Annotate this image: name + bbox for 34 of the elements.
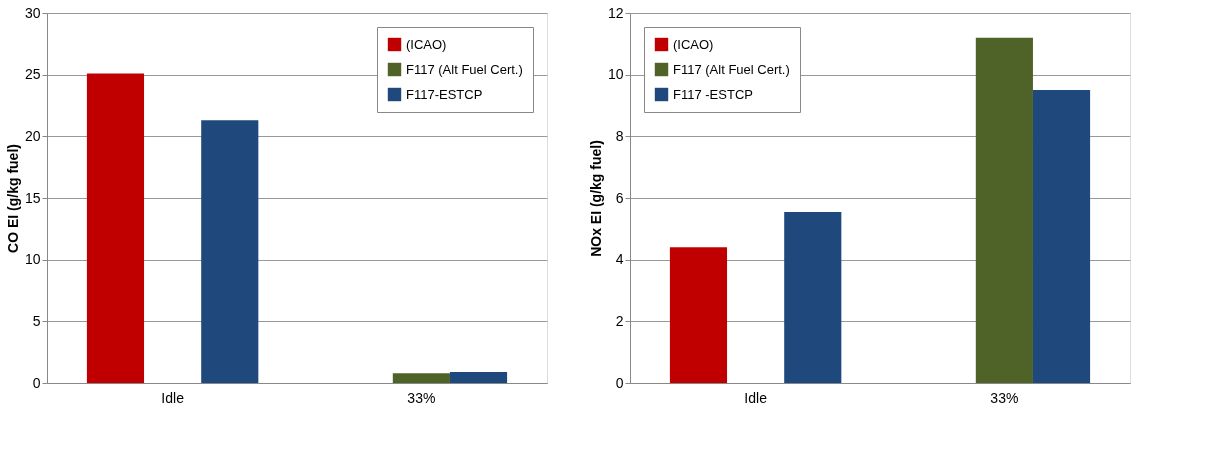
y-tick-label: 6 — [615, 189, 624, 206]
legend-label: F117-ESTCP — [406, 86, 483, 102]
y-tick-label: 15 — [24, 189, 41, 206]
y-tick-label: 5 — [32, 312, 41, 329]
legend-label: F117 (Alt Fuel Cert.) — [673, 61, 790, 77]
y-tick-label: 0 — [32, 374, 41, 391]
legend-label: (ICAO) — [406, 36, 447, 52]
legend-label: (ICAO) — [673, 36, 714, 52]
bar — [784, 211, 842, 383]
x-tick-label: Idle — [161, 389, 185, 406]
bar — [1032, 90, 1091, 383]
bar — [449, 371, 508, 383]
y-tick-label: 8 — [615, 127, 624, 144]
x-tick-label: 33% — [407, 389, 436, 406]
y-axis-title: NOx EI (g/kg fuel) — [587, 140, 604, 257]
bar — [201, 120, 259, 383]
y-tick-label: 25 — [24, 66, 41, 83]
y-tick-label: 10 — [24, 251, 41, 268]
legend-label: F117 (Alt Fuel Cert.) — [406, 61, 523, 77]
y-tick-label: 30 — [24, 4, 41, 21]
bar — [669, 247, 728, 383]
y-tick-label: 12 — [607, 4, 624, 21]
y-tick-label: 10 — [607, 66, 624, 83]
y-tick-label: 20 — [24, 127, 41, 144]
y-tick-label: 0 — [615, 374, 624, 391]
bar — [392, 373, 450, 383]
bar — [975, 37, 1033, 383]
x-tick-label: 33% — [990, 389, 1019, 406]
bar — [86, 73, 145, 383]
y-axis-title: CO EI (g/kg fuel) — [4, 144, 21, 253]
x-tick-label: Idle — [744, 389, 768, 406]
y-tick-label: 2 — [615, 312, 624, 329]
legend-label: F117 -ESTCP — [673, 86, 753, 102]
y-tick-label: 4 — [615, 251, 624, 268]
